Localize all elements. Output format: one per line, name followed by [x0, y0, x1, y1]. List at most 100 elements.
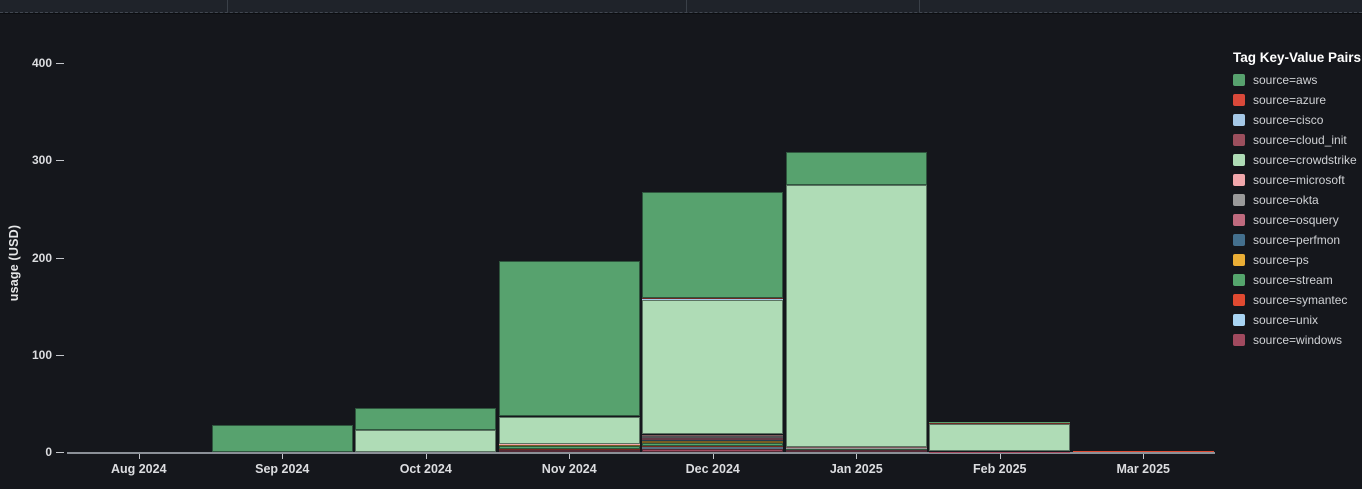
bar-segment-microsoft[interactable]	[642, 434, 784, 437]
legend-item-label: source=ps	[1253, 253, 1309, 267]
legend-item-perfmon[interactable]: source=perfmon	[1233, 234, 1359, 246]
legend-swatch-icon	[1233, 254, 1245, 266]
chrome-divider	[686, 0, 687, 12]
legend: Tag Key-Value Pairs source=aws source=azu…	[1233, 50, 1362, 354]
y-tick-label: 400	[31, 56, 52, 70]
legend-title: Tag Key-Value Pairs	[1233, 50, 1362, 65]
legend-item-windows[interactable]: source=windows	[1233, 334, 1359, 346]
legend-item-cloud_init[interactable]: source=cloud_init	[1233, 134, 1359, 146]
legend-item-crowdstrike[interactable]: source=crowdstrike	[1233, 154, 1359, 166]
legend-item-azure[interactable]: source=azure	[1233, 94, 1359, 106]
bar-segment-windows[interactable]	[785, 449, 927, 452]
browser-chrome-strip	[0, 0, 1362, 14]
bar-segment-osquery[interactable]	[785, 448, 927, 450]
x-tick-mark	[138, 454, 140, 459]
legend-item-ps[interactable]: source=ps	[1233, 254, 1359, 266]
x-tick-label: Feb 2025	[972, 462, 1027, 476]
legend-items: source=aws source=azure source=cisco source…	[1233, 74, 1359, 346]
bar-segment-osquery[interactable]	[642, 438, 784, 441]
x-tick-label: Mar 2025	[1116, 462, 1170, 476]
legend-item-symantec[interactable]: source=symantec	[1233, 294, 1359, 306]
legend-swatch-icon	[1233, 114, 1245, 126]
legend-swatch-icon	[1233, 174, 1245, 186]
legend-item-unix[interactable]: source=unix	[1233, 314, 1359, 326]
legend-item-okta[interactable]: source=okta	[1233, 194, 1359, 206]
legend-swatch-icon	[1233, 314, 1245, 326]
bar-segment-windows[interactable]	[498, 449, 640, 452]
x-tick-label: Nov 2024	[541, 462, 597, 476]
legend-swatch-icon	[1233, 194, 1245, 206]
bar-segment-windows[interactable]	[642, 448, 784, 452]
legend-item-label: source=osquery	[1253, 213, 1339, 227]
chrome-divider	[227, 0, 228, 12]
legend-swatch-icon	[1233, 274, 1245, 286]
bar-segment-okta[interactable]	[642, 436, 784, 439]
bar-segment-stream[interactable]	[498, 446, 640, 449]
legend-item-aws[interactable]: source=aws	[1233, 74, 1359, 86]
bar-segment-unix[interactable]	[642, 447, 784, 449]
bar-segment-stream[interactable]	[642, 442, 784, 446]
legend-item-cisco[interactable]: source=cisco	[1233, 114, 1359, 126]
legend-item-label: source=aws	[1253, 73, 1318, 87]
legend-item-microsoft[interactable]: source=microsoft	[1233, 174, 1359, 186]
bar-segment-crowdstrike[interactable]	[929, 424, 1071, 452]
legend-item-label: source=perfmon	[1253, 233, 1341, 247]
bar-segment-crowdstrike[interactable]	[785, 184, 927, 448]
bar-segment-symantec[interactable]	[498, 448, 640, 450]
x-tick-mark	[569, 454, 571, 459]
legend-item-osquery[interactable]: source=osquery	[1233, 214, 1359, 226]
y-tick-label: 0	[45, 445, 52, 459]
x-tick-label: Oct 2024	[399, 462, 452, 476]
bar-segment-aws[interactable]	[355, 408, 497, 430]
bar-segment-crowdstrike[interactable]	[498, 416, 640, 444]
y-tick-label: 300	[31, 153, 52, 168]
bar-segment-symantec[interactable]	[642, 445, 784, 448]
legend-swatch-icon	[1233, 234, 1245, 246]
y-tick-mark	[56, 160, 64, 162]
bar-segment-cloud_init[interactable]	[642, 299, 784, 301]
x-tick-label: Aug 2024	[110, 462, 167, 476]
legend-swatch-icon	[1233, 154, 1245, 166]
legend-swatch-icon	[1233, 74, 1245, 86]
bar-segment-azure[interactable]	[929, 422, 1071, 425]
bar-segment-windows[interactable]	[1072, 451, 1214, 452]
chrome-divider	[919, 0, 920, 12]
y-tick-label: 200	[31, 250, 52, 265]
y-tick-label: 100	[31, 347, 52, 362]
x-tick-mark	[999, 454, 1001, 459]
legend-item-label: source=stream	[1253, 273, 1333, 287]
y-tick-mark	[56, 354, 64, 356]
x-tick-mark	[282, 454, 284, 459]
legend-item-label: source=cisco	[1253, 113, 1324, 127]
x-tick-mark	[1143, 454, 1145, 459]
bar-segment-ps[interactable]	[642, 440, 784, 443]
usage-chart-panel: usage (USD) 0 100 200 300 400 Aug 2024 Sep 202…	[0, 14, 1362, 489]
legend-item-stream[interactable]: source=stream	[1233, 274, 1359, 286]
y-tick-mark	[56, 63, 64, 64]
legend-swatch-icon	[1233, 334, 1245, 346]
legend-item-label: source=windows	[1253, 333, 1343, 347]
plot-area: 0 100 200 300 400 Aug 2024 Sep 2024 Oct 2024 Nov…	[0, 14, 1228, 489]
legend-item-label: source=symantec	[1253, 293, 1348, 307]
y-tick-mark	[56, 257, 64, 259]
legend-swatch-icon	[1233, 94, 1245, 106]
legend-item-label: source=azure	[1253, 93, 1327, 107]
x-tick-mark	[856, 454, 858, 459]
legend-swatch-icon	[1233, 214, 1245, 226]
x-tick-mark	[712, 454, 714, 459]
bar-segment-aws[interactable]	[642, 191, 784, 298]
bar-segment-crowdstrike[interactable]	[642, 300, 784, 435]
bar-segment-aws[interactable]	[211, 424, 353, 452]
x-tick-label: Dec 2024	[685, 462, 740, 476]
bar-segment-aws[interactable]	[785, 151, 927, 185]
legend-swatch-icon	[1233, 294, 1245, 306]
x-tick-label: Sep 2024	[255, 462, 310, 476]
bar-segment-azure[interactable]	[642, 297, 784, 299]
legend-swatch-icon	[1233, 134, 1245, 146]
x-tick-label: Jan 2025	[829, 462, 883, 476]
bar-segment-crowdstrike[interactable]	[355, 429, 497, 452]
bar-segment-aws[interactable]	[498, 260, 640, 417]
x-axis-baseline	[67, 452, 1215, 454]
bar-segment-ps[interactable]	[498, 444, 640, 447]
